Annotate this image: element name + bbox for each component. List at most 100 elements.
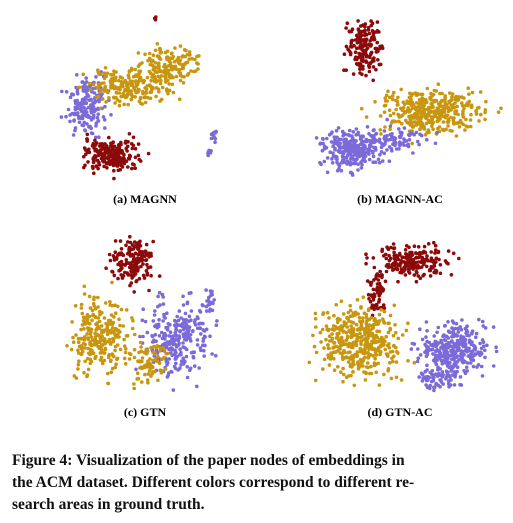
dot: [425, 368, 429, 372]
dot: [149, 78, 153, 83]
dot: [184, 347, 189, 352]
dot: [420, 255, 425, 260]
dot: [397, 140, 402, 144]
dot: [197, 326, 202, 331]
dot: [406, 321, 410, 326]
dot: [174, 74, 179, 79]
dot: [160, 368, 164, 373]
dot: [348, 357, 353, 361]
dot: [103, 347, 108, 352]
dot: [432, 388, 436, 393]
dot: [318, 161, 322, 165]
dot: [66, 107, 71, 112]
dot: [337, 137, 342, 142]
dot: [325, 310, 330, 315]
dot: [396, 257, 401, 262]
dot: [394, 266, 398, 271]
dot: [360, 43, 365, 47]
dot: [144, 242, 149, 247]
dot: [124, 308, 129, 312]
dot: [79, 106, 84, 110]
dot: [207, 295, 211, 300]
dot: [132, 386, 136, 391]
dot: [468, 340, 472, 345]
dot: [457, 125, 462, 129]
dot: [327, 316, 331, 320]
dot: [87, 150, 92, 155]
dot: [461, 109, 465, 113]
dot: [96, 324, 100, 329]
dot: [110, 280, 114, 285]
dot: [475, 106, 480, 110]
dot: [410, 250, 414, 255]
dot: [397, 147, 401, 151]
dot: [402, 109, 407, 114]
dot: [349, 154, 354, 158]
dot: [367, 345, 371, 350]
dot: [155, 42, 160, 46]
dot: [333, 146, 337, 151]
dot: [334, 156, 339, 161]
dot: [426, 107, 431, 111]
dot: [204, 288, 208, 292]
dot: [401, 100, 406, 105]
dot: [388, 113, 393, 118]
dot: [440, 374, 445, 379]
dot: [196, 62, 200, 66]
dot: [461, 349, 465, 354]
dot: [94, 328, 98, 332]
dot: [348, 29, 352, 34]
dot: [181, 294, 185, 299]
dot: [410, 106, 415, 111]
dot: [386, 247, 391, 251]
dot: [112, 156, 117, 160]
dot: [162, 312, 166, 317]
dot: [110, 303, 115, 308]
dot: [358, 331, 362, 336]
dot: [174, 361, 178, 366]
dot: [320, 148, 325, 153]
dot: [425, 86, 430, 91]
dot: [345, 21, 350, 26]
dot: [153, 48, 158, 53]
dot: [83, 107, 88, 112]
dot: [399, 258, 404, 263]
dot: [141, 365, 145, 370]
dot: [92, 159, 96, 163]
dot: [329, 140, 334, 144]
dot: [462, 96, 466, 100]
dot: [127, 132, 132, 136]
dot: [163, 316, 167, 320]
dot: [133, 95, 137, 99]
dot: [132, 382, 136, 386]
dot: [122, 337, 126, 342]
dot: [433, 385, 437, 390]
dot: [77, 120, 82, 125]
dot: [106, 355, 111, 360]
dot: [210, 308, 215, 313]
dot: [351, 356, 356, 360]
dot: [116, 153, 121, 157]
dot: [82, 292, 87, 296]
dot: [96, 94, 101, 99]
dot: [160, 85, 165, 90]
dot: [185, 365, 190, 369]
dot: [428, 274, 433, 278]
dot: [167, 357, 171, 361]
dot: [362, 33, 367, 38]
dot: [375, 40, 380, 45]
dot: [173, 318, 177, 323]
dot: [447, 361, 452, 366]
dot: [389, 265, 394, 269]
dot: [346, 360, 351, 364]
dot: [363, 37, 368, 42]
dot: [133, 166, 137, 170]
dot: [376, 278, 381, 282]
dot: [368, 39, 373, 43]
dot: [381, 289, 385, 293]
dot: [460, 318, 464, 322]
dot: [177, 341, 181, 346]
dot: [420, 96, 425, 100]
dot: [357, 315, 362, 320]
dot: [183, 311, 188, 316]
